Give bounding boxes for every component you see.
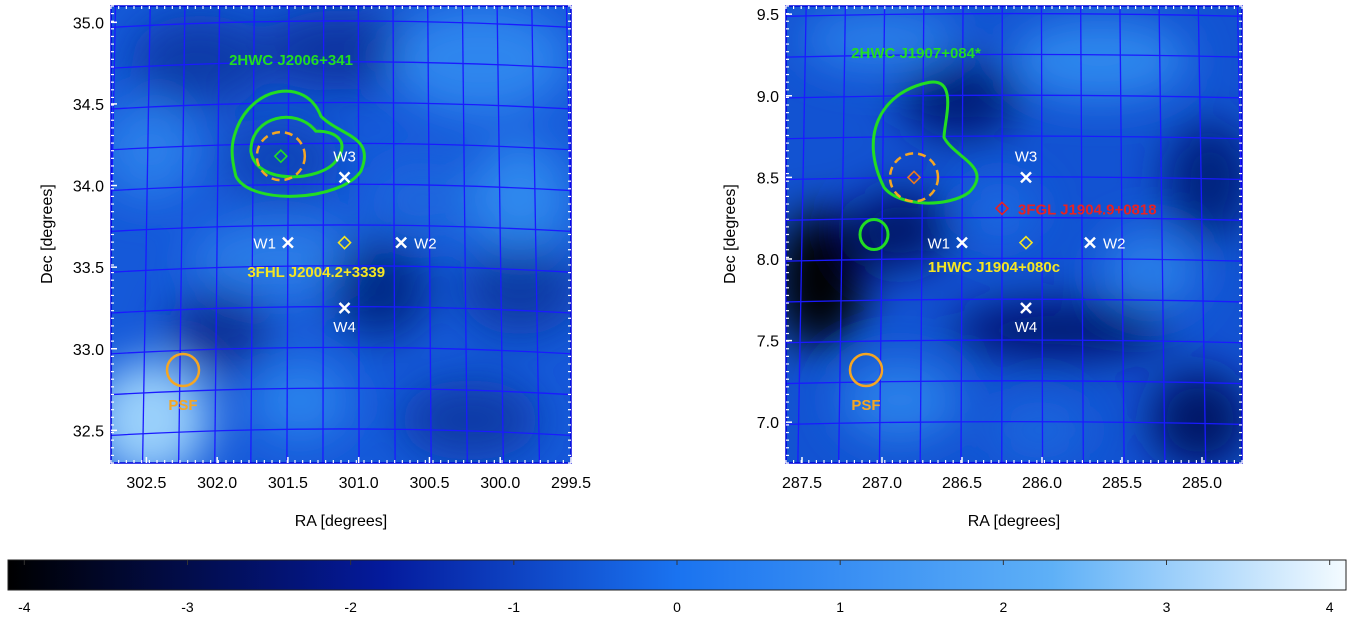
- source-label: 1HWC J1904+080c: [928, 259, 1060, 276]
- panel-right: 287.5 287.0 286.5 286.0 285.5 285.0 7.0 7.5 8.0 8…: [722, 1, 1255, 530]
- source-label: 3FHL J2004.2+3339: [247, 264, 385, 281]
- colorbar-tick-label: 2: [999, 599, 1007, 615]
- colorbar-tick-label: -3: [181, 599, 194, 615]
- colorbar-tick-label: -2: [344, 599, 357, 615]
- colorbar: -4 -3 -2 -1 0 1 2 3 4: [8, 560, 1346, 615]
- x-axis-label-left: RA [degrees]: [295, 513, 388, 530]
- marker-label: W3: [333, 148, 356, 165]
- grid-line-ra: [358, 1, 359, 468]
- x-tick-label: 300.0: [480, 475, 520, 492]
- marker-label: W3: [1015, 148, 1038, 165]
- colorbar-tick-label: -4: [18, 599, 31, 615]
- psf-label: PSF: [851, 397, 880, 414]
- y-tick-label: 9.5: [757, 7, 779, 24]
- x-tick-label: 299.5: [551, 475, 591, 492]
- colorbar-tick-label: 0: [673, 599, 681, 615]
- x-tick-label: 285.5: [1102, 475, 1142, 492]
- y-tick-label: 34.0: [73, 179, 104, 196]
- y-tick-label: 35.0: [73, 15, 104, 32]
- marker-label: W2: [414, 236, 437, 253]
- x-tick-label: 286.0: [1022, 475, 1062, 492]
- x-axis-label-right: RA [degrees]: [968, 513, 1061, 530]
- x-tick-label: 301.0: [339, 475, 379, 492]
- y-tick-label: 7.5: [757, 334, 779, 351]
- y-tick-label: 33.5: [73, 260, 104, 277]
- heatmap-right: [775, 1, 1255, 470]
- panel-left: 302.5 302.0 301.5 301.0 300.5 300.0 299.5 32.5 3…: [39, 1, 591, 530]
- marker-label: W1: [253, 236, 276, 253]
- source-label: 2HWC J2006+341: [229, 52, 353, 69]
- source-label: 2HWC J1907+084*: [851, 45, 981, 62]
- marker-label: W4: [333, 319, 356, 336]
- y-tick-label: 34.5: [73, 97, 104, 114]
- marker-label: W4: [1015, 319, 1038, 336]
- y-tick-label: 33.0: [73, 342, 104, 359]
- marker-label: W2: [1103, 236, 1126, 253]
- y-tick-label: 32.5: [73, 423, 104, 440]
- x-tick-label: 287.5: [782, 475, 822, 492]
- x-tick-label: 302.0: [197, 475, 237, 492]
- x-tick-label: 301.5: [268, 475, 308, 492]
- x-tick-label: 287.0: [862, 475, 902, 492]
- x-tick-label: 300.5: [409, 475, 449, 492]
- y-tick-label: 9.0: [757, 89, 779, 106]
- x-tick-label: 285.0: [1182, 475, 1222, 492]
- x-tick-label: 302.5: [126, 475, 166, 492]
- y-tick-label: 8.5: [757, 170, 779, 187]
- source-label: 3FGL J1904.9+0818: [1018, 201, 1157, 218]
- psf-label: PSF: [168, 397, 197, 414]
- grid-line-ra: [323, 1, 324, 468]
- y-tick-label: 7.0: [757, 415, 779, 432]
- colorbar-tick-label: 1: [836, 599, 844, 615]
- colorbar-tick-label: 3: [1163, 599, 1171, 615]
- colorbar-tick-label: 4: [1326, 599, 1334, 615]
- x-tick-label: 286.5: [942, 475, 982, 492]
- marker-label: W1: [928, 236, 951, 253]
- y-axis-label-right: Dec [degrees]: [722, 184, 739, 284]
- y-axis-label-left: Dec [degrees]: [39, 184, 56, 284]
- heatmap-left: [90, 1, 581, 480]
- colorbar-tick-label: -1: [508, 599, 521, 615]
- y-tick-label: 8.0: [757, 252, 779, 269]
